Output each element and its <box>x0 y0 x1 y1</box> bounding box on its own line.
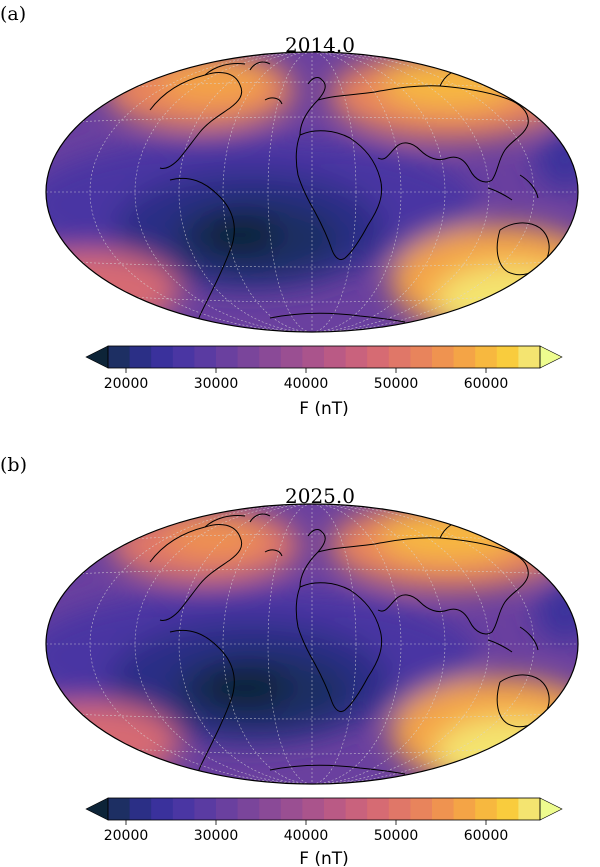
colorbar-swatch <box>345 346 368 368</box>
colorbar-swatch <box>496 346 519 368</box>
colorbar-swatch <box>324 346 347 368</box>
colorbar-swatch <box>280 798 303 820</box>
map-outline-b <box>45 503 579 785</box>
colorbar-tick-label: 60000 <box>464 828 509 844</box>
colorbar-tick-label: 30000 <box>194 376 239 392</box>
colorbar-swatch <box>410 798 433 820</box>
colorbar-swatch <box>280 346 303 368</box>
field-high-south-core-b <box>435 717 578 784</box>
colorbar-swatch <box>367 798 390 820</box>
colorbar-extend-low-b <box>85 797 109 821</box>
colorbar-tick-label: 50000 <box>374 828 419 844</box>
colorbar-swatch <box>432 346 455 368</box>
colorbar-swatch <box>172 798 195 820</box>
field-high-canada-core-a <box>160 60 270 104</box>
colorbar-swatches-b <box>108 798 541 820</box>
colorbar-tick-label: 20000 <box>104 376 149 392</box>
colorbar-tick-label: 30000 <box>194 828 239 844</box>
field-map-a <box>46 52 578 332</box>
colorbar-swatch <box>475 346 498 368</box>
field-low-center-a <box>200 215 280 255</box>
colorbar-tick-label: 40000 <box>284 828 329 844</box>
field-map-b <box>46 504 578 784</box>
colorbar-swatch <box>194 346 217 368</box>
colorbar-swatch <box>259 346 282 368</box>
field-low-center-b <box>200 668 290 708</box>
colorbar-swatch <box>151 346 174 368</box>
colorbar-swatch <box>475 798 498 820</box>
colorbar-swatch <box>453 346 476 368</box>
colorbar-label-a: F (nT) <box>299 399 349 419</box>
colorbar-swatch <box>518 346 541 368</box>
colorbar-label-b: F (nT) <box>299 849 349 867</box>
colorbar-swatch <box>259 798 282 820</box>
colorbar-a: 20000 30000 40000 50000 60000 F (nT) <box>85 345 563 419</box>
panel-b: (b) 2025.0 <box>0 454 579 867</box>
field-high-canada-core-b <box>165 517 265 557</box>
colorbar-swatch <box>367 346 390 368</box>
panel-label-b: (b) <box>0 454 27 476</box>
panel-a: (a) 2014.0 <box>0 3 579 419</box>
colorbar-tick-label: 50000 <box>374 376 419 392</box>
colorbar-tick-label: 20000 <box>104 828 149 844</box>
colorbar-frame-a <box>107 345 541 369</box>
colorbar-swatch <box>129 346 152 368</box>
colorbar-swatch <box>302 346 325 368</box>
colorbar-swatch <box>410 346 433 368</box>
colorbar-swatch <box>453 798 476 820</box>
colorbar-tick-label: 40000 <box>284 376 329 392</box>
colorbar-swatch <box>345 798 368 820</box>
colorbar-swatch <box>194 798 217 820</box>
colorbar-swatch <box>129 798 152 820</box>
colorbar-swatch <box>302 798 325 820</box>
colorbar-b: 20000 30000 40000 50000 60000 F (nT) <box>85 797 563 867</box>
map-outline-a <box>45 51 579 333</box>
colorbar-ticks-b: 20000 30000 40000 50000 60000 <box>104 820 509 844</box>
panel-label-a: (a) <box>0 3 26 25</box>
field-high-southwest-b <box>46 702 180 782</box>
colorbar-swatch <box>432 798 455 820</box>
field-high-southwest-a <box>46 250 180 330</box>
colorbar-tick-label: 60000 <box>464 376 509 392</box>
colorbar-swatch <box>237 346 260 368</box>
colorbar-swatch <box>388 798 411 820</box>
colorbar-swatch <box>216 798 239 820</box>
colorbar-extend-high-b <box>539 797 563 821</box>
colorbar-swatch <box>496 798 519 820</box>
colorbar-swatch <box>172 346 195 368</box>
colorbar-ticks-a: 20000 30000 40000 50000 60000 <box>104 368 509 392</box>
colorbar-swatch <box>151 798 174 820</box>
colorbar-extend-low-a <box>85 345 109 369</box>
colorbar-swatch <box>108 346 131 368</box>
colorbar-swatch <box>237 798 260 820</box>
colorbar-extend-high-a <box>539 345 563 369</box>
colorbar-swatch <box>324 798 347 820</box>
colorbar-swatch <box>518 798 541 820</box>
colorbar-swatch <box>108 798 131 820</box>
field-high-south-core-a <box>435 265 578 332</box>
colorbar-swatch <box>388 346 411 368</box>
graticule-a <box>46 52 578 332</box>
field-high-east-a <box>535 130 578 190</box>
field-high-east-b <box>535 582 578 642</box>
colorbar-swatch <box>216 346 239 368</box>
colorbar-swatches-a <box>108 346 541 368</box>
colorbar-frame-b <box>107 797 541 821</box>
